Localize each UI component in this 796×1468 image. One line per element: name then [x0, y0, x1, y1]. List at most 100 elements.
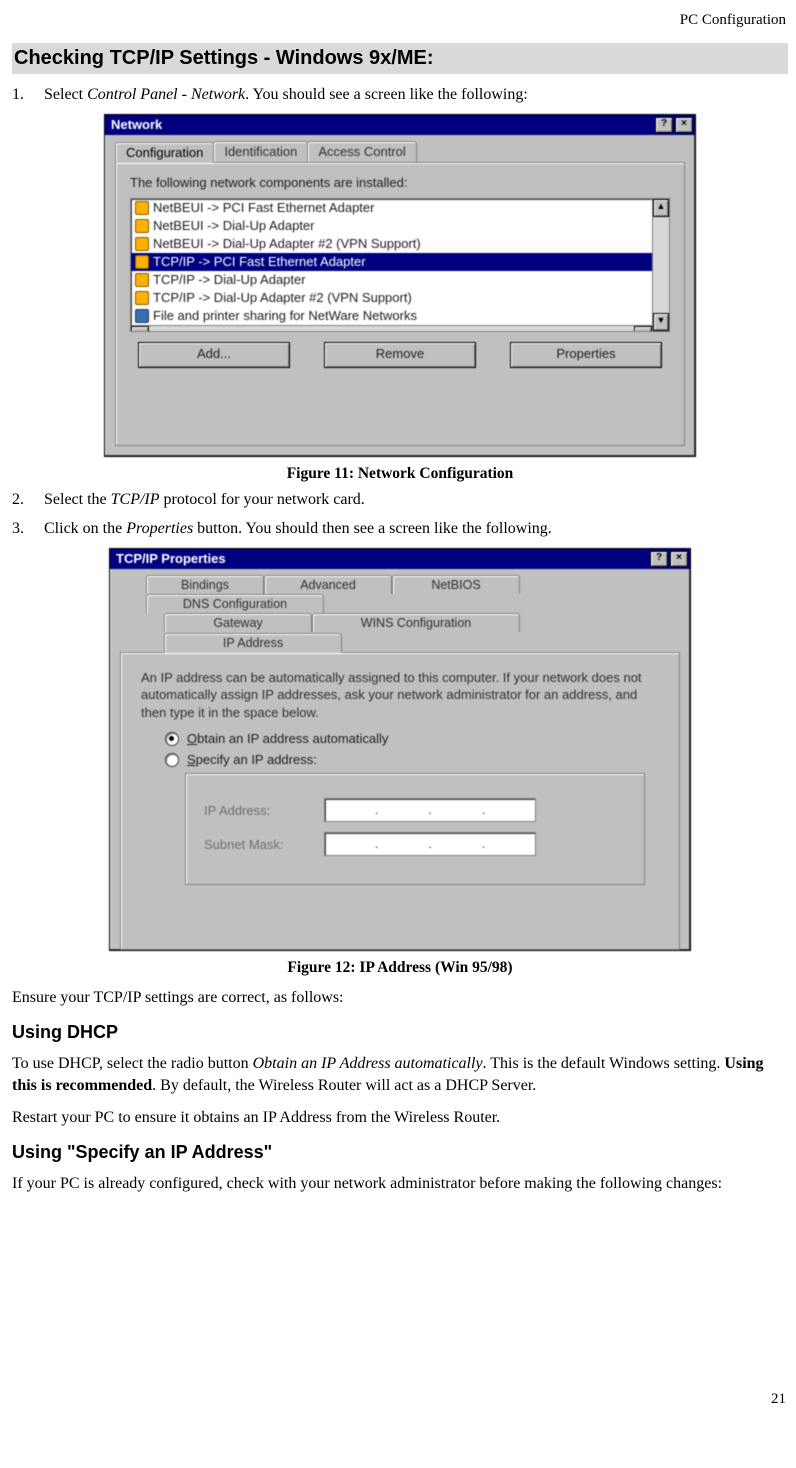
horizontal-scrollbar[interactable]: ◄ ► — [131, 325, 652, 331]
network-titlebar[interactable]: Network ? × — [105, 115, 695, 135]
tcpip-title: TCP/IP Properties — [116, 551, 648, 566]
close-button[interactable]: × — [670, 551, 688, 567]
network-title: Network — [111, 117, 653, 132]
step-3-text: Click on the Properties button. You shou… — [44, 518, 788, 540]
list-item[interactable]: NetBEUI -> PCI Fast Ethernet Adapter — [131, 199, 652, 217]
subnet-mask-row: Subnet Mask: . . . — [204, 832, 626, 856]
list-item[interactable]: File and printer sharing for NetWare Net… — [131, 307, 652, 325]
close-button[interactable]: × — [675, 117, 693, 133]
scroll-up-button[interactable]: ▲ — [653, 199, 669, 217]
list-item-label: NetBEUI -> Dial-Up Adapter — [153, 218, 314, 233]
radio-specify-accel: S — [187, 752, 196, 767]
network-dialog: Network ? × Configuration Identification… — [104, 114, 696, 457]
step-3: 3. Click on the Properties button. You s… — [12, 518, 788, 540]
tab-wins-configuration[interactable]: WINS Configuration — [312, 613, 520, 632]
step-1-number: 1. — [12, 84, 44, 106]
scroll-track[interactable] — [653, 217, 669, 313]
subnet-mask-label: Subnet Mask: — [204, 837, 324, 852]
subnet-mask-field[interactable]: . . . — [324, 832, 536, 856]
radio-specify-rest: pecify an IP address: — [196, 752, 317, 767]
tab-identification[interactable]: Identification — [213, 141, 308, 162]
list-item[interactable]: TCP/IP -> Dial-Up Adapter #2 (VPN Suppor… — [131, 289, 652, 307]
radio-specify[interactable]: Specify an IP address: — [165, 752, 665, 767]
para-specify: If your PC is already configured, check … — [12, 1173, 788, 1195]
ip-seg[interactable] — [486, 799, 536, 821]
step-3-pre: Click on the — [44, 520, 126, 537]
vertical-scrollbar[interactable]: ▲ ▼ — [652, 199, 669, 331]
scroll-track[interactable] — [149, 326, 634, 331]
ip-address-field[interactable]: . . . — [324, 798, 536, 822]
components-listbox[interactable]: NetBEUI -> PCI Fast Ethernet Adapter Net… — [130, 198, 670, 332]
components-label: The following network components are ins… — [130, 175, 670, 190]
radio-icon — [165, 732, 179, 746]
radio-obtain-label: Obtain an IP address automatically — [187, 731, 388, 746]
protocol-icon — [135, 237, 149, 251]
ip-seg[interactable] — [325, 799, 375, 821]
step-3-ital: Properties — [126, 520, 193, 537]
scroll-right-button[interactable]: ► — [634, 326, 652, 331]
ip-seg[interactable] — [379, 799, 429, 821]
help-button[interactable]: ? — [650, 551, 668, 567]
step-2-pre: Select the — [44, 491, 111, 508]
tab-ip-address[interactable]: IP Address — [164, 633, 342, 653]
ip-seg[interactable] — [325, 833, 375, 855]
step-3-post: button. You should then see a screen lik… — [193, 520, 552, 537]
list-item[interactable]: TCP/IP -> Dial-Up Adapter — [131, 271, 652, 289]
tcpip-tab-pane: An IP address can be automatically assig… — [120, 652, 680, 950]
network-tab-pane: The following network components are ins… — [115, 162, 685, 446]
scroll-left-button[interactable]: ◄ — [131, 326, 149, 331]
remove-button[interactable]: Remove — [324, 342, 476, 368]
ip-seg[interactable] — [379, 833, 429, 855]
radio-specify-label: Specify an IP address: — [187, 752, 317, 767]
service-icon — [135, 309, 149, 323]
ip-group: IP Address: . . . Subnet Mask: . — [185, 773, 645, 885]
protocol-icon — [135, 219, 149, 233]
para-dhcp-ital: Obtain an IP Address automatically — [253, 1055, 483, 1072]
page-number: 21 — [771, 1391, 786, 1408]
list-item[interactable]: NetBEUI -> Dial-Up Adapter — [131, 217, 652, 235]
step-1-text: Select Control Panel - Network. You shou… — [44, 84, 788, 106]
ip-seg[interactable] — [432, 799, 482, 821]
tcpip-dialog: TCP/IP Properties ? × Bindings Advanced … — [109, 548, 691, 951]
radio-obtain-rest: btain an IP address automatically — [197, 731, 388, 746]
properties-button[interactable]: Properties — [510, 342, 662, 368]
step-1-post: . You should see a screen like the follo… — [245, 86, 528, 103]
tcpip-tabs-row2: Gateway WINS Configuration IP Address — [164, 613, 680, 652]
list-item-label: TCP/IP -> Dial-Up Adapter — [153, 272, 306, 287]
step-3-number: 3. — [12, 518, 44, 540]
list-item[interactable]: NetBEUI -> Dial-Up Adapter #2 (VPN Suppo… — [131, 235, 652, 253]
network-tabs: Configuration Identification Access Cont… — [115, 141, 685, 162]
protocol-icon — [135, 291, 149, 305]
step-2-number: 2. — [12, 489, 44, 511]
network-buttons: Add... Remove Properties — [130, 342, 670, 368]
tab-gateway[interactable]: Gateway — [164, 613, 312, 632]
add-button[interactable]: Add... — [138, 342, 290, 368]
list-item-label: NetBEUI -> PCI Fast Ethernet Adapter — [153, 200, 374, 215]
tab-dns-configuration[interactable]: DNS Configuration — [146, 594, 324, 613]
tcpip-tabs-row1: Bindings Advanced NetBIOS DNS Configurat… — [146, 575, 680, 613]
ip-address-row: IP Address: . . . — [204, 798, 626, 822]
list-item-label: File and printer sharing for NetWare Net… — [153, 308, 417, 323]
heading-using-dhcp: Using DHCP — [12, 1022, 788, 1043]
components-list: NetBEUI -> PCI Fast Ethernet Adapter Net… — [131, 199, 652, 331]
ip-seg[interactable] — [486, 833, 536, 855]
step-1: 1. Select Control Panel - Network. You s… — [12, 84, 788, 106]
para-restart: Restart your PC to ensure it obtains an … — [12, 1107, 788, 1129]
tab-access-control[interactable]: Access Control — [307, 141, 416, 162]
ip-seg[interactable] — [432, 833, 482, 855]
protocol-icon — [135, 255, 149, 269]
tab-configuration[interactable]: Configuration — [115, 142, 214, 163]
tab-advanced[interactable]: Advanced — [264, 575, 392, 594]
radio-icon — [165, 753, 179, 767]
para-ensure: Ensure your TCP/IP settings are correct,… — [12, 987, 788, 1009]
scroll-down-button[interactable]: ▼ — [653, 313, 669, 331]
protocol-icon — [135, 273, 149, 287]
radio-obtain-auto[interactable]: Obtain an IP address automatically — [165, 731, 665, 746]
tab-bindings[interactable]: Bindings — [146, 575, 264, 594]
help-button[interactable]: ? — [655, 117, 673, 133]
tab-netbios[interactable]: NetBIOS — [392, 575, 520, 594]
step-2-text: Select the TCP/IP protocol for your netw… — [44, 489, 788, 511]
list-item-selected[interactable]: TCP/IP -> PCI Fast Ethernet Adapter — [131, 253, 652, 271]
page-header: PC Configuration — [12, 12, 788, 29]
tcpip-titlebar[interactable]: TCP/IP Properties ? × — [110, 549, 690, 569]
